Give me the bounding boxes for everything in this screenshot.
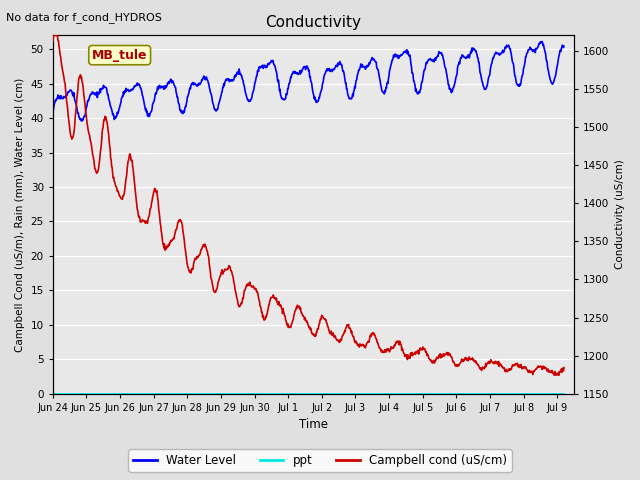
- Legend: Water Level, ppt, Campbell cond (uS/cm): Water Level, ppt, Campbell cond (uS/cm): [128, 449, 512, 472]
- Text: No data for f_cond_HYDROS: No data for f_cond_HYDROS: [6, 12, 163, 23]
- Y-axis label: Conductivity (uS/cm): Conductivity (uS/cm): [615, 160, 625, 269]
- Text: MB_tule: MB_tule: [92, 48, 147, 61]
- X-axis label: Time: Time: [299, 419, 328, 432]
- Y-axis label: Campbell Cond (uS/m), Rain (mm), Water Level (cm): Campbell Cond (uS/m), Rain (mm), Water L…: [15, 77, 25, 352]
- Title: Conductivity: Conductivity: [266, 15, 362, 30]
